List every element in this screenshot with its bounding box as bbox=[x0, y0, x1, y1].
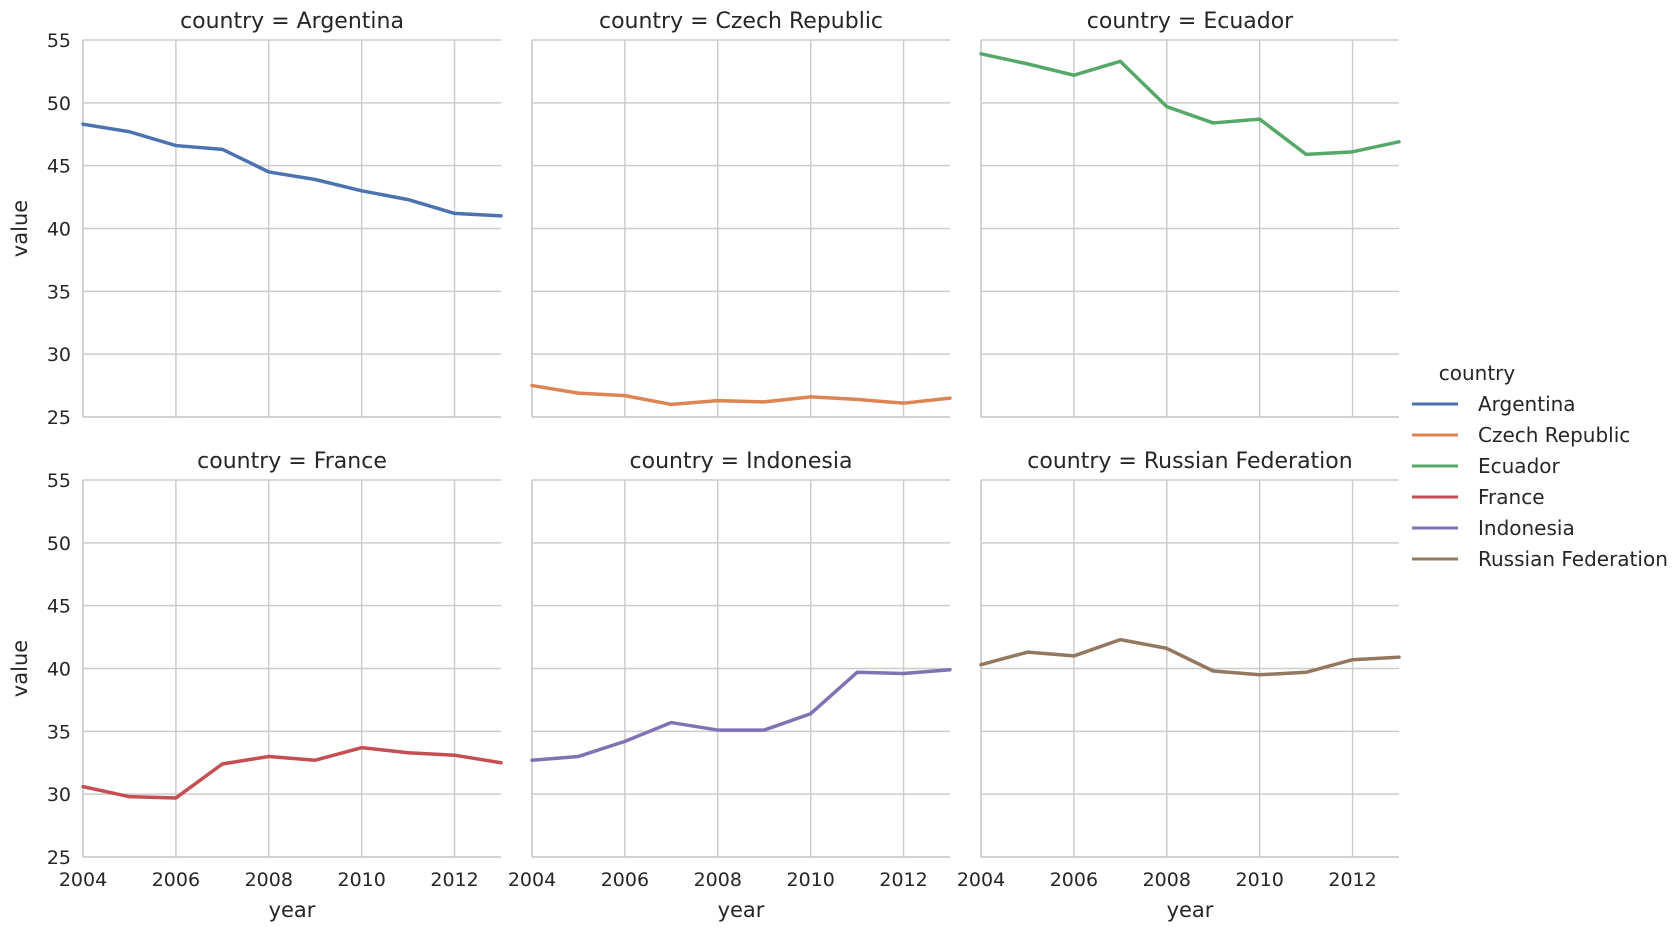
facet-title: country = France bbox=[197, 449, 387, 474]
y-tick-label: 45 bbox=[47, 596, 71, 618]
x-tick-label: 2008 bbox=[245, 869, 293, 891]
x-tick-label: 2008 bbox=[694, 869, 742, 891]
series-line-ecuador bbox=[979, 52, 1401, 157]
y-tick-label: 25 bbox=[47, 847, 71, 869]
y-tick-label: 45 bbox=[47, 156, 71, 178]
y-tick-label: 55 bbox=[47, 30, 71, 52]
x-axis-label: year bbox=[1167, 898, 1214, 922]
x-tick-label: 2008 bbox=[1143, 869, 1191, 891]
x-tick-label: 2004 bbox=[59, 869, 107, 891]
legend-label: France bbox=[1478, 485, 1545, 509]
y-tick-label: 50 bbox=[47, 533, 71, 555]
legend-label: Russian Federation bbox=[1478, 547, 1668, 571]
y-tick-label: 55 bbox=[47, 470, 71, 492]
legend-label: Ecuador bbox=[1478, 454, 1560, 478]
facet-indonesia: country = Indonesia 2004 2006 2008 2010 2012 y… bbox=[508, 449, 952, 922]
y-tick-label: 35 bbox=[47, 721, 71, 743]
legend-label: Czech Republic bbox=[1478, 423, 1630, 447]
x-tick-label: 2012 bbox=[430, 869, 478, 891]
y-tick-label: 30 bbox=[47, 784, 71, 806]
x-tick-label: 2006 bbox=[601, 869, 649, 891]
y-axis-label: value bbox=[8, 640, 32, 697]
x-tick-label: 2012 bbox=[1328, 869, 1376, 891]
x-tick-label: 2012 bbox=[879, 869, 927, 891]
y-tick-label: 50 bbox=[47, 93, 71, 115]
facet-title: country = Ecuador bbox=[1087, 9, 1294, 34]
y-tick-label: 30 bbox=[47, 344, 71, 366]
x-tick-label: 2010 bbox=[786, 869, 834, 891]
series-line-france bbox=[81, 745, 503, 800]
y-tick-label: 40 bbox=[47, 659, 71, 681]
y-tick-label: 35 bbox=[47, 281, 71, 303]
x-tick-label: 2006 bbox=[152, 869, 200, 891]
series-line-czech-republic bbox=[530, 383, 952, 407]
legend-title: country bbox=[1439, 361, 1516, 385]
facet-ecuador: country = Ecuador bbox=[979, 9, 1401, 418]
facet-title: country = Russian Federation bbox=[1027, 449, 1352, 474]
y-tick-label: 40 bbox=[47, 219, 71, 241]
facet-title: country = Argentina bbox=[180, 9, 404, 34]
legend-label: Argentina bbox=[1478, 392, 1576, 416]
facet-title: country = Indonesia bbox=[630, 449, 853, 474]
y-tick-label: 25 bbox=[47, 407, 71, 429]
x-axis-label: year bbox=[718, 898, 765, 922]
facet-title: country = Czech Republic bbox=[599, 9, 883, 34]
x-tick-label: 2004 bbox=[957, 869, 1005, 891]
facet-argentina: country = Argentina 25 30 35 40 45 50 55 value bbox=[8, 9, 503, 429]
y-axis-label: value bbox=[8, 200, 32, 257]
legend: country Argentina Czech Republic Ecuador Fra… bbox=[1412, 361, 1668, 571]
facet-czech-republic: country = Czech Republic bbox=[530, 9, 952, 418]
x-tick-label: 2004 bbox=[508, 869, 556, 891]
facet-france: country = France 25 30 35 40 45 50 55 value 2004 2… bbox=[8, 449, 503, 922]
x-tick-label: 2010 bbox=[337, 869, 385, 891]
series-line-argentina bbox=[81, 122, 503, 218]
x-tick-label: 2010 bbox=[1235, 869, 1283, 891]
x-axis-label: year bbox=[269, 898, 316, 922]
series-line-indonesia bbox=[530, 668, 952, 762]
legend-label: Indonesia bbox=[1478, 516, 1575, 540]
facet-russian-federation: country = Russian Federation 2004 2006 2008… bbox=[957, 449, 1401, 922]
x-tick-label: 2006 bbox=[1050, 869, 1098, 891]
series-line-russian-federation bbox=[979, 637, 1401, 677]
